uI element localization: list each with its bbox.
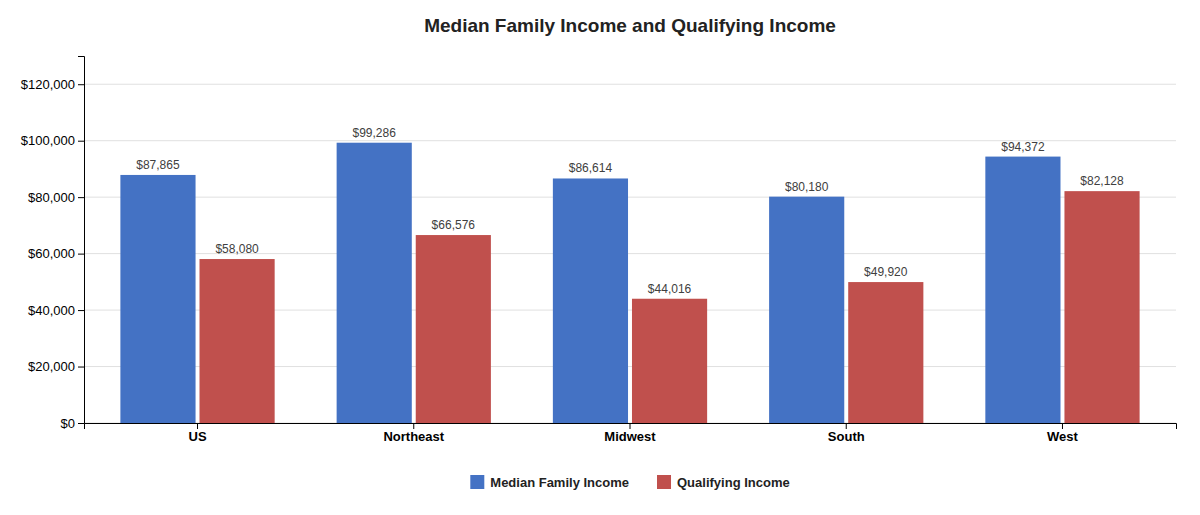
title: Median Family Income and Qualifying Inco… — [424, 15, 836, 36]
bar — [769, 197, 844, 423]
data-label: $87,865 — [136, 158, 180, 172]
bar-series — [200, 191, 1140, 423]
bar — [416, 235, 491, 423]
data-label: $94,372 — [1001, 140, 1045, 154]
chart: $0 $20,000 $40,000 $60,000 $80,000 $100,000 $1… — [0, 0, 1200, 515]
y-tick-mark — [78, 423, 84, 424]
y-tick: $0 — [61, 416, 84, 431]
legend-swatch — [470, 475, 484, 489]
x-tick-label: West — [1047, 429, 1078, 444]
y-tick-mark — [78, 141, 84, 142]
legend-item: Median Family Income — [470, 475, 629, 490]
y-tick-label: $100,000 — [21, 133, 75, 148]
x-tick-mark — [197, 423, 198, 429]
y-tick-label: $120,000 — [21, 77, 75, 92]
y-tick-mark — [78, 254, 84, 255]
y-tick-label: $20,000 — [28, 359, 75, 374]
x-tick: South — [828, 423, 865, 444]
y-tick: $80,000 — [28, 190, 84, 205]
y-tick-mark — [78, 197, 84, 198]
bar — [1064, 191, 1139, 423]
y-tick-label: $40,000 — [28, 303, 75, 318]
y-tick-label: $0 — [61, 416, 75, 431]
bar-series — [120, 143, 1060, 423]
legend-item: Qualifying Income — [657, 475, 790, 490]
y-axis: $0 $20,000 $40,000 $60,000 $80,000 $100,000 $1… — [21, 57, 85, 431]
x-tick: Midwest — [604, 423, 656, 444]
data-label: $86,614 — [569, 161, 613, 175]
data-label: $82,128 — [1080, 174, 1124, 188]
x-tick-label: South — [828, 429, 865, 444]
grid — [84, 84, 1176, 423]
y-tick-mark — [78, 367, 84, 368]
bar — [985, 157, 1060, 423]
x-axis: US Northeast Midwest South West — [85, 423, 1177, 444]
y-tick-mark — [78, 310, 84, 311]
y-tick: $20,000 — [28, 359, 84, 374]
y-tick-label: $80,000 — [28, 190, 75, 205]
grid-line — [84, 84, 1176, 85]
y-tick-label: $60,000 — [28, 246, 75, 261]
legend-label: Qualifying Income — [677, 475, 790, 490]
x-tick: Northeast — [383, 423, 444, 444]
x-tick: West — [1047, 423, 1078, 444]
data-label: $66,576 — [432, 218, 476, 232]
y-tick: $100,000 — [21, 133, 84, 148]
x-axis-line — [85, 424, 1177, 430]
x-tick-label: Northeast — [383, 429, 444, 444]
x-tick-mark — [413, 423, 414, 429]
x-tick-label: US — [188, 429, 206, 444]
bar — [120, 175, 195, 423]
x-tick-mark — [1062, 423, 1063, 429]
bar — [848, 282, 923, 423]
bar — [200, 259, 275, 423]
bar — [553, 178, 628, 423]
y-tick: $40,000 — [28, 303, 84, 318]
data-labels: $87,865 $99,286 $86,614 $80,180 $94,372 $58,0… — [136, 126, 1124, 296]
x-tick-mark — [630, 423, 631, 429]
bar — [337, 143, 412, 423]
bar — [632, 299, 707, 423]
plot-area — [120, 143, 1139, 423]
data-label: $58,080 — [215, 242, 259, 256]
legend-label: Median Family Income — [490, 475, 629, 490]
legend-swatch — [657, 475, 671, 489]
x-tick: US — [188, 423, 206, 444]
data-label: $44,016 — [648, 282, 692, 296]
data-label: $49,920 — [864, 265, 908, 279]
y-tick-mark — [78, 84, 84, 85]
data-label: $99,286 — [353, 126, 397, 140]
y-axis-line — [78, 57, 85, 424]
x-tick-label: Midwest — [604, 429, 656, 444]
legend: Median Family Income Qualifying Income — [470, 475, 789, 490]
y-tick: $120,000 — [21, 77, 84, 92]
y-tick: $60,000 — [28, 246, 84, 261]
data-label: $80,180 — [785, 180, 829, 194]
x-tick-mark — [846, 423, 847, 429]
